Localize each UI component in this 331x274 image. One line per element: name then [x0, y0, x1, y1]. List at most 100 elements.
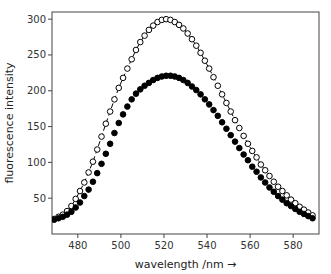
- filled-point: [258, 175, 264, 181]
- open-point: [224, 100, 230, 106]
- open-point: [90, 159, 96, 165]
- filled-point: [129, 97, 135, 103]
- open-point: [99, 134, 105, 140]
- x-tick-label: 560: [241, 240, 260, 251]
- filled-point: [94, 170, 100, 176]
- open-point: [275, 184, 281, 190]
- x-axis-label: wavelength /nm →: [135, 258, 237, 271]
- open-point: [120, 75, 126, 81]
- filled-point: [193, 87, 199, 93]
- filled-point: [125, 104, 131, 110]
- open-point: [228, 109, 234, 115]
- filled-point: [215, 113, 221, 119]
- y-tick-label: 100: [27, 157, 46, 168]
- x-tick-label: 480: [68, 240, 87, 251]
- filled-point: [310, 215, 316, 221]
- open-point: [107, 109, 113, 115]
- filled-point: [116, 120, 122, 126]
- filled-point: [112, 130, 118, 136]
- filled-point: [202, 97, 208, 103]
- filled-point: [69, 209, 75, 215]
- open-point: [193, 43, 199, 49]
- filled-point: [86, 187, 92, 193]
- x-tick-label: 580: [284, 240, 303, 251]
- filled-point: [219, 119, 225, 125]
- open-point: [215, 83, 221, 89]
- y-tick: [48, 90, 52, 91]
- open-point: [103, 121, 109, 127]
- open-point: [249, 148, 255, 154]
- open-point: [219, 92, 225, 98]
- open-point: [267, 173, 273, 179]
- open-point: [81, 180, 87, 186]
- open-point: [237, 125, 243, 131]
- open-point: [232, 117, 238, 123]
- y-tick: [48, 198, 52, 199]
- filled-point: [120, 112, 126, 118]
- open-point: [262, 167, 268, 173]
- filled-point: [245, 157, 251, 163]
- x-tick: [77, 234, 78, 238]
- open-point: [189, 36, 195, 42]
- open-point: [198, 50, 204, 56]
- open-point: [280, 188, 286, 194]
- filled-point: [271, 189, 277, 195]
- x-tick: [293, 234, 294, 238]
- open-point: [258, 162, 264, 168]
- x-tick: [207, 234, 208, 238]
- y-axis-label: fluorescence intensity: [3, 62, 16, 184]
- filled-point: [198, 92, 204, 98]
- filled-point: [237, 145, 243, 151]
- open-point: [202, 58, 208, 64]
- filled-point: [249, 164, 255, 170]
- plot-area: [52, 16, 315, 222]
- open-point: [241, 133, 247, 139]
- filled-point: [262, 180, 268, 186]
- open-point: [206, 66, 212, 72]
- filled-point: [133, 91, 139, 97]
- x-tick: [120, 234, 121, 238]
- x-tick-label: 500: [111, 240, 130, 251]
- filled-point: [206, 102, 212, 108]
- open-point: [142, 33, 148, 39]
- y-tick: [48, 162, 52, 163]
- open-point: [94, 147, 100, 153]
- filled-point: [254, 169, 260, 175]
- open-point: [185, 31, 191, 37]
- y-tick: [48, 19, 52, 20]
- y-tick: [48, 126, 52, 127]
- open-point: [77, 188, 83, 194]
- filled-point: [107, 141, 113, 147]
- y-tick-label: 250: [27, 49, 46, 60]
- x-tick-label: 540: [197, 240, 216, 251]
- filled-point: [103, 151, 109, 157]
- open-point: [271, 179, 277, 185]
- x-tick-label: 520: [154, 240, 173, 251]
- filled-point: [90, 179, 96, 185]
- open-point: [181, 26, 187, 32]
- y-tick-label: 150: [27, 121, 46, 132]
- filled-point: [77, 200, 83, 206]
- y-tick: [48, 54, 52, 55]
- open-point: [133, 47, 139, 53]
- filled-point: [232, 139, 238, 145]
- plot-frame: [52, 12, 319, 234]
- chart: 48050052054056058050100150200250300wavel…: [0, 0, 331, 274]
- filled-point: [228, 132, 234, 138]
- open-point: [116, 85, 122, 91]
- open-point: [125, 66, 131, 72]
- filled-point: [224, 126, 230, 132]
- filled-point: [73, 205, 79, 211]
- open-point: [211, 74, 217, 80]
- open-point: [284, 193, 290, 199]
- filled-point: [241, 152, 247, 158]
- open-point: [86, 170, 92, 176]
- chart-container: 48050052054056058050100150200250300wavel…: [0, 0, 331, 274]
- y-tick-label: 300: [27, 14, 46, 25]
- series-line: [54, 19, 312, 219]
- filled-point: [211, 107, 217, 113]
- open-point: [137, 39, 143, 45]
- x-tick: [250, 234, 251, 238]
- y-tick-label: 200: [27, 85, 46, 96]
- filled-point: [99, 161, 105, 167]
